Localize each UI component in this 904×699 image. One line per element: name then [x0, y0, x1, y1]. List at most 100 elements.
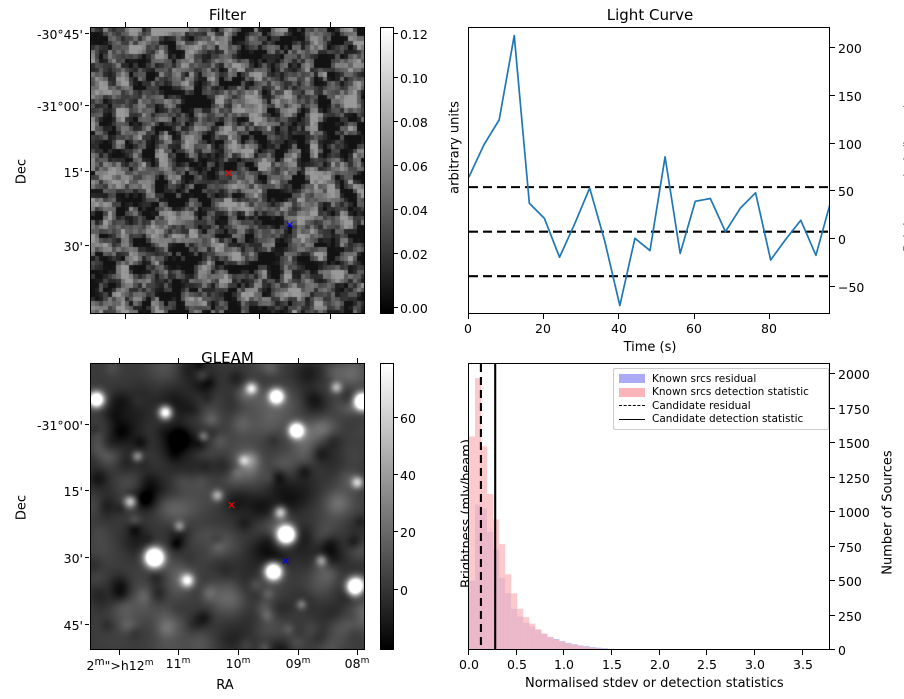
- lc-ytick-5: 200: [838, 41, 862, 56]
- tick-mark: [468, 650, 470, 655]
- tick-mark: [238, 650, 240, 655]
- filter-cbar-tick-3: 0.06: [400, 159, 428, 174]
- gleam-cbar-tick-2: 20: [400, 525, 416, 540]
- tick-mark: [259, 314, 261, 319]
- hist-ytick-4: 1000: [838, 505, 870, 520]
- tick-mark: [830, 95, 835, 97]
- filter-cbar-tick-2: 0.08: [400, 115, 428, 130]
- light-curve-title: Light Curve: [606, 6, 694, 24]
- tick-mark: [238, 358, 240, 363]
- tick-mark: [178, 650, 180, 655]
- tick-mark: [357, 358, 359, 363]
- tick-mark: [85, 557, 89, 559]
- tick-mark: [125, 22, 127, 27]
- gleam-ytick-0: -31°00': [36, 418, 83, 433]
- hist-xtick-3: 1.5: [602, 657, 622, 672]
- legend-label: Candidate residual: [652, 399, 751, 412]
- gleam-xtick-2: 10m: [225, 656, 251, 672]
- tick-mark: [85, 171, 89, 173]
- tick-mark: [394, 77, 398, 79]
- hist-ytick-5: 1250: [838, 471, 870, 486]
- filter-sky-image[interactable]: [90, 27, 365, 314]
- filter-panel-title: Filter: [208, 6, 247, 24]
- lc-xtick-4: 80: [761, 321, 777, 336]
- legend-label: Known srcs detection statistic: [652, 386, 809, 399]
- hist-ytick-2: 500: [838, 574, 862, 589]
- lc-xtick-3: 60: [686, 321, 702, 336]
- tick-mark: [357, 650, 359, 655]
- hist-xtick-1: 0.5: [507, 657, 527, 672]
- tick-mark: [85, 424, 89, 426]
- tick-mark: [659, 650, 661, 655]
- gleam-xtick-1: 11m: [165, 656, 191, 672]
- tick-mark: [830, 373, 835, 375]
- gleam-ytick-3: 45': [63, 618, 83, 633]
- hist-ytick-1: 250: [838, 609, 862, 624]
- gleam-yaxis-label: Dec: [14, 494, 30, 521]
- histogram-yaxis-label: Number of Sources: [880, 450, 896, 575]
- gleam-ytick-2: 30': [63, 551, 83, 566]
- tick-mark: [563, 650, 565, 655]
- hist-xtick-2: 1.0: [554, 657, 574, 672]
- tick-mark: [830, 615, 835, 617]
- legend-item-known-srcs-residual: Known srcs residual: [619, 372, 823, 386]
- legend-dashed-line-icon: [619, 405, 645, 407]
- blue-cross-icon: ✕: [285, 219, 295, 232]
- tick-mark: [830, 143, 835, 145]
- tick-mark: [830, 649, 835, 651]
- tick-mark: [830, 238, 835, 240]
- gleam-xtick-0: 2m">h12m: [86, 656, 154, 674]
- lc-xtick-0: 0: [464, 321, 472, 336]
- filter-cbar-tick-1: 0.10: [400, 71, 428, 86]
- gleam-cbar-tick-3: 0: [400, 583, 408, 598]
- hist-xtick-4: 2.0: [650, 657, 670, 672]
- tick-mark: [830, 511, 835, 513]
- tick-mark: [85, 245, 89, 247]
- tick-mark: [85, 105, 89, 107]
- filter-ytick-3: 30': [63, 239, 83, 254]
- tick-mark: [187, 314, 189, 319]
- tick-mark: [259, 22, 261, 27]
- tick-mark: [694, 314, 696, 319]
- tick-mark: [394, 253, 398, 255]
- tick-mark: [298, 650, 300, 655]
- gleam-cbar-tick-0: 60: [400, 411, 416, 426]
- tick-mark: [85, 33, 89, 35]
- tick-mark: [516, 650, 518, 655]
- tick-mark: [830, 546, 835, 548]
- tick-mark: [85, 624, 89, 626]
- light-curve-plot-area[interactable]: [468, 27, 830, 314]
- filter-cbar-tick-6: 0.00: [400, 301, 428, 316]
- lc-xtick-1: 20: [535, 321, 551, 336]
- lc-ytick-3: 100: [838, 137, 862, 152]
- tick-mark: [830, 286, 835, 288]
- tick-mark: [394, 209, 398, 211]
- filter-ytick-0: -30°45': [36, 27, 83, 42]
- tick-mark: [119, 650, 121, 655]
- tick-mark: [830, 580, 835, 582]
- tick-mark: [830, 190, 835, 192]
- hist-ytick-8: 2000: [838, 367, 870, 382]
- red-cross-icon: ✕: [227, 499, 237, 512]
- filter-cbar-tick-5: 0.02: [400, 247, 428, 262]
- tick-mark: [178, 358, 180, 363]
- gleam-sky-image[interactable]: [90, 363, 365, 650]
- hist-ytick-0: 0: [838, 643, 846, 658]
- gleam-colorbar: [380, 363, 394, 650]
- tick-mark: [618, 314, 620, 319]
- tick-mark: [394, 474, 398, 476]
- tick-mark: [394, 531, 398, 533]
- lc-xtick-2: 40: [611, 321, 627, 336]
- tick-mark: [830, 47, 835, 49]
- tick-mark: [187, 22, 189, 27]
- tick-mark: [468, 314, 470, 319]
- histogram-xaxis-label: Normalised stdev or detection statistics: [525, 676, 784, 691]
- tick-mark: [754, 650, 756, 655]
- light-curve-xaxis-label: Time (s): [623, 340, 677, 355]
- legend-item-candidate-detection-statistic: Candidate detection statistic: [619, 413, 823, 427]
- lc-ytick-0: −50: [838, 280, 865, 295]
- gleam-xtick-4: 08m: [344, 656, 370, 672]
- legend-label: Known srcs residual: [652, 372, 757, 385]
- hist-ytick-6: 1500: [838, 436, 870, 451]
